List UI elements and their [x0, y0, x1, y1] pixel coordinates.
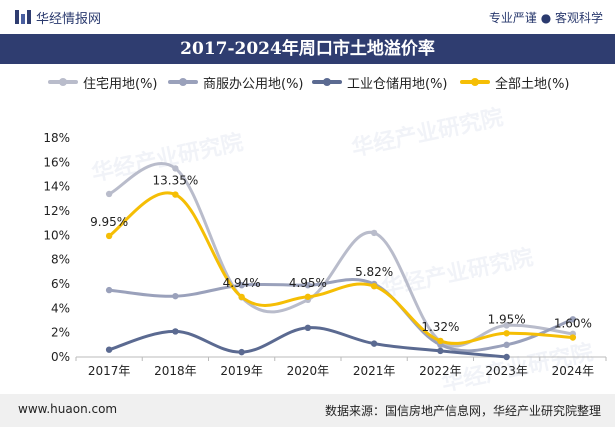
x-tick-label: 2017年	[88, 364, 131, 378]
data-label-total: 1.60%	[554, 317, 592, 331]
x-tick-label: 2023年	[485, 364, 528, 378]
logo-icon	[15, 10, 31, 24]
footer-website[interactable]: www.huaon.com	[18, 402, 118, 416]
y-tick-label: 8%	[51, 253, 70, 267]
legend-item-commercial[interactable]: 商服办公用地(%)	[168, 70, 304, 94]
data-point-industrial	[503, 353, 510, 361]
data-point-industrial	[238, 348, 245, 356]
data-point-commercial	[503, 341, 510, 349]
y-tick-label: 0%	[51, 350, 70, 364]
slogan: 专业严谨 ● 客观科学	[488, 11, 603, 25]
series-line-residential	[107, 161, 575, 348]
data-label-total: 13.35%	[152, 174, 198, 188]
title-bar: 2017-2024年周口市土地溢价率	[0, 34, 615, 64]
data-point-industrial	[172, 328, 179, 335]
y-tick-label: 12%	[43, 204, 70, 218]
chart-title: 2017-2024年周口市土地溢价率	[180, 39, 435, 59]
legend-item-industrial[interactable]: 工业仓储用地(%)	[312, 70, 448, 94]
x-tick-label: 2020年	[287, 364, 330, 378]
brand-name: 华经情报网	[36, 11, 102, 27]
y-tick-label: 18%	[43, 131, 70, 145]
x-tick-label: 2019年	[220, 364, 263, 378]
data-point-total	[569, 334, 577, 341]
x-tick-label: 2022年	[419, 364, 462, 378]
x-tick-label: 2018年	[154, 364, 197, 378]
legend-label-total: 全部土地(%)	[495, 76, 570, 92]
y-tick-label: 4%	[51, 301, 70, 315]
line-chart: 0% 2% 4% 6% 8% 10% 12% 14% 16% 18% 2017年 2018年 2019年…	[43, 131, 607, 378]
data-label-total: 9.95%	[90, 215, 128, 229]
data-point-total	[437, 337, 444, 345]
data-point-total	[304, 293, 312, 300]
data-label-total: 4.95%	[289, 276, 327, 290]
data-point-total	[238, 293, 245, 301]
data-point-industrial	[437, 347, 444, 355]
data-point-total	[105, 232, 113, 240]
data-point-residential	[370, 229, 378, 237]
legend-label-residential: 住宅用地(%)	[83, 76, 158, 92]
legend-item-residential[interactable]: 住宅用地(%)	[48, 70, 158, 94]
data-point-commercial	[238, 282, 245, 289]
data-label-total: 5.82%	[355, 265, 393, 279]
footer-source: 数据来源：国信房地产信息网，华经产业研究院整理	[324, 404, 601, 418]
y-tick-label: 14%	[43, 180, 70, 194]
y-tick-label: 2%	[51, 326, 70, 340]
data-point-total	[503, 330, 510, 337]
legend-item-total[interactable]: 全部土地(%)	[460, 70, 570, 94]
x-tick-label: 2021年	[353, 364, 396, 378]
data-point-total	[370, 282, 378, 290]
data-point-commercial	[105, 286, 113, 294]
legend-swatch-total	[460, 78, 490, 86]
data-point-residential	[503, 322, 510, 329]
footer: www.huaon.com 数据来源：国信房地产信息网，华经产业研究院整理	[0, 394, 615, 427]
legend-swatch-residential	[48, 78, 78, 86]
y-tick-label: 6%	[51, 277, 70, 291]
data-point-industrial	[370, 340, 378, 347]
series-line-commercial	[107, 278, 575, 353]
data-label-total: 1.95%	[488, 312, 526, 326]
data-label-total: 4.94%	[223, 276, 261, 290]
y-tick-label: 10%	[43, 228, 70, 242]
legend: 住宅用地(%) 商服办公用地(%) 工业仓储用地(%) 全部土地(%)	[0, 70, 615, 94]
y-tick-label: 16%	[43, 155, 70, 169]
series-line-total	[107, 191, 575, 345]
data-label-total: 1.32%	[421, 320, 459, 334]
data-point-commercial	[304, 282, 312, 289]
legend-label-industrial: 工业仓储用地(%)	[347, 76, 448, 92]
legend-label-commercial: 商服办公用地(%)	[203, 76, 304, 92]
x-tick-label: 2024年	[552, 364, 595, 378]
data-point-commercial	[172, 292, 179, 300]
data-point-residential	[105, 190, 113, 198]
data-point-commercial	[569, 316, 577, 323]
brand[interactable]: 华经情报网	[14, 7, 101, 27]
data-point-industrial	[304, 324, 312, 331]
data-point-total	[172, 191, 179, 198]
data-point-industrial	[105, 346, 113, 353]
legend-swatch-commercial	[168, 78, 198, 86]
top-bar: 华经情报网 专业严谨 ● 客观科学	[0, 0, 615, 34]
legend-swatch-industrial	[312, 78, 342, 86]
data-point-residential	[172, 165, 179, 172]
